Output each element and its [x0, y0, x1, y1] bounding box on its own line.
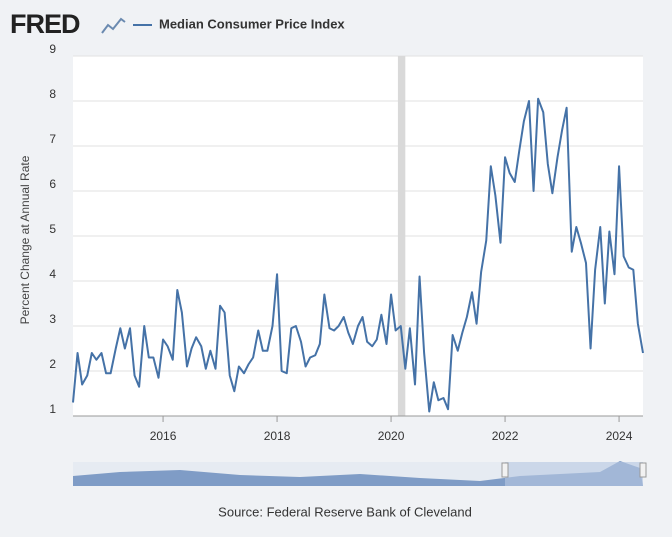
navigator-window: [505, 462, 643, 486]
y-tick-label: 4: [49, 267, 56, 281]
y-axis-label: Percent Change at Annual Rate: [18, 155, 32, 324]
y-tick-label: 5: [49, 222, 56, 236]
x-tick-label: 2024: [606, 429, 633, 443]
y-tick-label: 3: [49, 312, 56, 326]
navigator-handle: [501, 462, 509, 478]
source: Source: Federal Reserve Bank of Clevelan…: [218, 504, 472, 519]
logo: FRED: [10, 9, 80, 39]
y-tick-label: 8: [49, 87, 56, 101]
x-tick-label: 2022: [492, 429, 519, 443]
y-tick-label: 2: [49, 357, 56, 371]
logo-icon: [101, 17, 126, 34]
navigator-handle: [639, 462, 647, 478]
x-tick-label: 2020: [378, 429, 405, 443]
navigator-area: [73, 461, 643, 486]
x-tick-label: 2016: [150, 429, 177, 443]
y-tick-label: 6: [49, 177, 56, 191]
legend-label: Median Consumer Price Index: [159, 16, 345, 31]
y-tick-label: 9: [49, 42, 56, 56]
y-tick-label: 7: [49, 132, 56, 146]
x-tick-label: 2018: [264, 429, 291, 443]
navigator: [73, 461, 647, 486]
y-tick-label: 1: [49, 402, 56, 416]
recession-band: [397, 56, 406, 416]
series-line: [72, 97, 644, 413]
